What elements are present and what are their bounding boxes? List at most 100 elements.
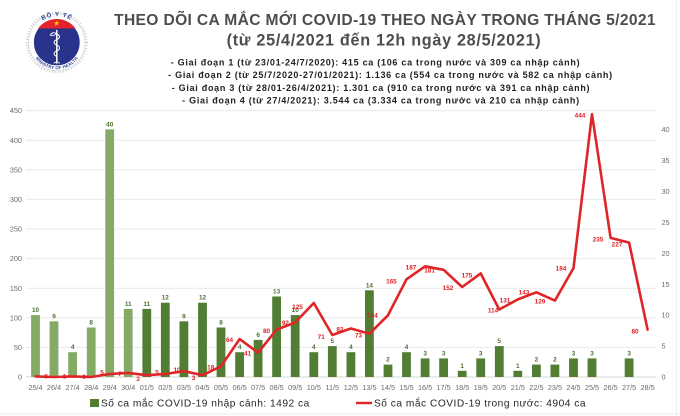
- svg-text:BỘ Y TẾ: BỘ Y TẾ: [41, 11, 74, 23]
- svg-text:152: 152: [443, 285, 454, 292]
- svg-text:6: 6: [256, 332, 260, 339]
- svg-text:3: 3: [192, 375, 196, 382]
- svg-text:1: 1: [516, 363, 520, 370]
- svg-text:16/5: 16/5: [418, 383, 432, 392]
- svg-text:08/5: 08/5: [269, 383, 283, 392]
- svg-text:181: 181: [424, 267, 435, 274]
- svg-text:3: 3: [136, 376, 140, 383]
- svg-text:20: 20: [662, 249, 670, 258]
- svg-text:27/5: 27/5: [622, 383, 636, 392]
- svg-text:92: 92: [282, 320, 290, 327]
- svg-text:114: 114: [488, 307, 499, 314]
- svg-text:Số ca mắc COVID-19 nhập cảnh:: Số ca mắc COVID-19 nhập cảnh: 1492 ca: [101, 397, 310, 410]
- svg-text:04/5: 04/5: [195, 383, 209, 392]
- svg-text:125: 125: [292, 304, 303, 311]
- svg-text:- Giai đoạn 1 (từ 23/01-24/7/2: - Giai đoạn 1 (từ 23/01-24/7/2020): 415 …: [171, 58, 581, 68]
- svg-text:4: 4: [405, 344, 409, 351]
- svg-text:24/5: 24/5: [566, 383, 580, 392]
- svg-text:5: 5: [155, 370, 159, 377]
- svg-text:0: 0: [18, 373, 22, 382]
- svg-text:23/5: 23/5: [548, 383, 562, 392]
- svg-text:50: 50: [14, 343, 22, 352]
- svg-text:7: 7: [118, 371, 122, 378]
- svg-text:06/5: 06/5: [232, 383, 246, 392]
- svg-text:02/5: 02/5: [158, 383, 172, 392]
- svg-text:14: 14: [366, 282, 374, 289]
- svg-text:19/5: 19/5: [474, 383, 488, 392]
- svg-text:3: 3: [572, 350, 576, 357]
- svg-text:450: 450: [10, 106, 22, 115]
- svg-text:80: 80: [631, 328, 639, 335]
- svg-text:15/5: 15/5: [399, 383, 413, 392]
- svg-text:40: 40: [106, 121, 114, 128]
- svg-text:4: 4: [71, 344, 75, 351]
- svg-text:2: 2: [535, 357, 539, 364]
- svg-text:5: 5: [662, 342, 666, 351]
- svg-text:22/5: 22/5: [529, 383, 543, 392]
- svg-text:8: 8: [219, 320, 223, 327]
- svg-text:3: 3: [442, 350, 446, 357]
- svg-text:14/5: 14/5: [381, 383, 395, 392]
- svg-text:- Giai đoạn 2 (từ 25/7/2020-27: - Giai đoạn 2 (từ 25/7/2020-27/01/2021):…: [168, 70, 613, 80]
- svg-text:165: 165: [386, 278, 397, 285]
- svg-text:THEO DÕI CA MẮC MỚI COVID-19 T: THEO DÕI CA MẮC MỚI COVID-19 THEO NGÀY T…: [114, 9, 656, 29]
- svg-text:0: 0: [662, 373, 666, 382]
- svg-text:82: 82: [336, 326, 344, 333]
- svg-text:13: 13: [273, 289, 281, 296]
- svg-text:187: 187: [406, 264, 417, 271]
- svg-text:400: 400: [10, 136, 22, 145]
- svg-text:3: 3: [627, 350, 631, 357]
- svg-text:13/5: 13/5: [362, 383, 376, 392]
- svg-text:64: 64: [226, 337, 234, 344]
- svg-text:(từ 25/4/2021 đến 12h ngày 28/: (từ 25/4/2021 đến 12h ngày 28/5/2021): [227, 32, 542, 50]
- svg-text:25/5: 25/5: [585, 383, 599, 392]
- svg-text:9: 9: [182, 313, 186, 320]
- svg-text:9: 9: [52, 313, 56, 320]
- svg-text:250: 250: [10, 225, 22, 234]
- svg-text:- Giai đoạn 3 (từ 28/01-26/4/2: - Giai đoạn 3 (từ 28/01-26/4/2021): 1.30…: [172, 83, 591, 93]
- svg-text:11: 11: [125, 301, 132, 308]
- svg-text:4: 4: [312, 344, 316, 351]
- svg-text:1: 1: [460, 363, 464, 370]
- svg-text:4: 4: [238, 344, 242, 351]
- svg-text:Số ca mắc COVID-19 trong nước:: Số ca mắc COVID-19 trong nước: 4904 ca: [374, 397, 586, 410]
- svg-text:4: 4: [349, 344, 353, 351]
- svg-text:30: 30: [662, 187, 670, 196]
- svg-text:- Giai đoạn 4 (từ 27/4/2021):: - Giai đoạn 4 (từ 27/4/2021): 3.544 ca (…: [182, 95, 580, 105]
- svg-text:150: 150: [10, 284, 22, 293]
- svg-text:26/4: 26/4: [47, 383, 61, 392]
- svg-text:0: 0: [44, 373, 48, 380]
- svg-text:10: 10: [292, 307, 300, 314]
- svg-text:100: 100: [10, 313, 22, 322]
- svg-text:2: 2: [553, 357, 557, 364]
- svg-text:41: 41: [244, 351, 252, 358]
- svg-text:143: 143: [519, 289, 530, 296]
- svg-text:80: 80: [263, 328, 271, 335]
- svg-text:01/5: 01/5: [140, 383, 154, 392]
- svg-text:28/4: 28/4: [84, 383, 98, 392]
- svg-text:235: 235: [593, 236, 604, 243]
- svg-text:10: 10: [662, 311, 670, 320]
- svg-text:227: 227: [612, 241, 623, 248]
- svg-text:8: 8: [89, 320, 93, 327]
- svg-text:12/5: 12/5: [344, 383, 358, 392]
- svg-text:30/4: 30/4: [121, 383, 135, 392]
- svg-text:28/5: 28/5: [640, 383, 654, 392]
- svg-text:21/5: 21/5: [511, 383, 525, 392]
- svg-text:29/4: 29/4: [103, 383, 117, 392]
- svg-text:18: 18: [207, 365, 215, 372]
- svg-text:300: 300: [10, 195, 22, 204]
- svg-text:17/5: 17/5: [436, 383, 450, 392]
- svg-text:73: 73: [355, 332, 363, 339]
- svg-text:3: 3: [423, 350, 427, 357]
- svg-text:07/5: 07/5: [251, 383, 265, 392]
- svg-text:12: 12: [199, 295, 207, 302]
- svg-text:35: 35: [662, 156, 670, 165]
- svg-text:3: 3: [479, 350, 483, 357]
- svg-text:104: 104: [367, 312, 378, 319]
- svg-text:10: 10: [173, 367, 181, 374]
- svg-text:10/5: 10/5: [307, 383, 321, 392]
- svg-text:09/5: 09/5: [288, 383, 302, 392]
- svg-text:1: 1: [63, 373, 67, 380]
- svg-text:40: 40: [662, 125, 670, 134]
